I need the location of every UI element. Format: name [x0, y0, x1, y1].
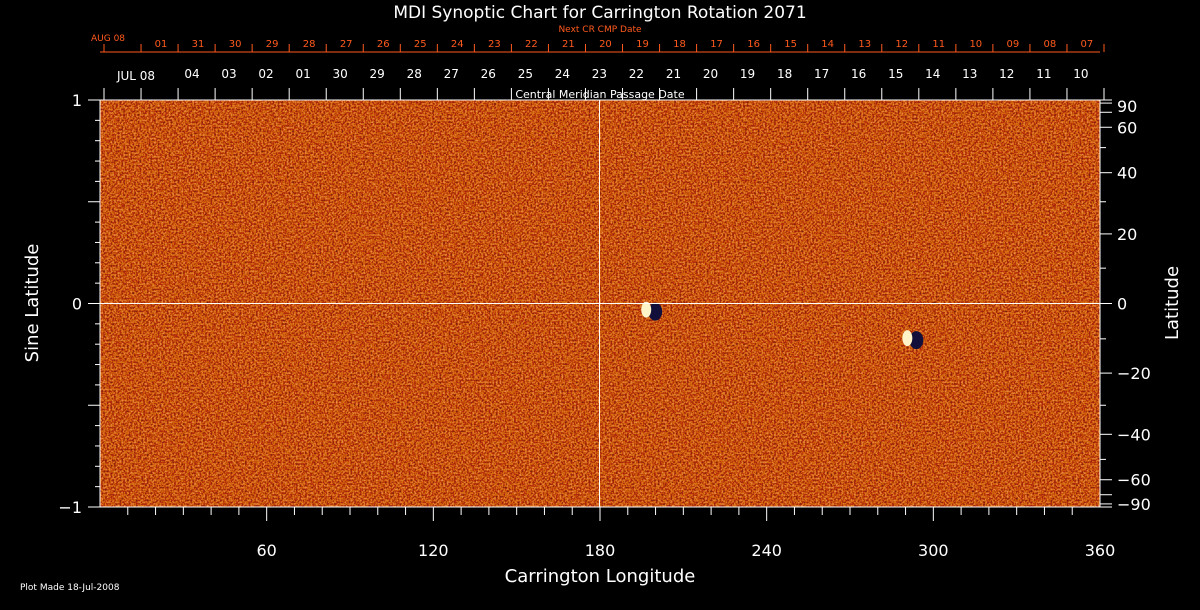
next-cr-date-label: 14	[821, 39, 834, 50]
footer-plot-made: Plot Made 18-Jul-2008	[20, 583, 120, 593]
top-date-label: 12	[999, 67, 1014, 81]
next-cr-date-label: 17	[710, 39, 723, 50]
y-right-tick-label: −20	[1117, 364, 1151, 383]
top-date-label: 15	[888, 67, 903, 81]
top-date-label: 25	[518, 67, 533, 81]
top-date-label: 24	[555, 67, 570, 81]
top-axis-label: Central Meridian Passage Date	[515, 88, 684, 101]
chart-title: MDI Synoptic Chart for Carrington Rotati…	[393, 3, 806, 23]
next-cr-date-label: 01	[155, 39, 168, 50]
top-date-label: 30	[333, 67, 348, 81]
y-right-tick-label: 0	[1117, 295, 1127, 314]
top-date-label: 22	[629, 67, 644, 81]
y-right-tick-label: −90	[1117, 495, 1151, 514]
top-date-label: 10	[1073, 67, 1088, 81]
y-right-tick-label: 90	[1117, 97, 1137, 116]
top-date-label: 11	[1036, 67, 1051, 81]
y-right-tick-label: 60	[1117, 118, 1137, 137]
top-date-label: 26	[481, 67, 496, 81]
top-date-label: 04	[184, 67, 199, 81]
next-cr-date-label: 07	[1081, 39, 1094, 50]
next-cr-date-label: 28	[303, 39, 316, 50]
next-cr-date-label: 18	[673, 39, 686, 50]
top-date-label: 17	[814, 67, 829, 81]
top-date-label: 28	[407, 67, 422, 81]
next-cr-date-label: 10	[969, 39, 982, 50]
x-tick-label: 120	[418, 541, 449, 560]
top-date-label: 16	[851, 67, 866, 81]
next-cr-date-label: 09	[1006, 39, 1019, 50]
next-cr-date-label: 22	[525, 39, 538, 50]
x-tick-label: 300	[918, 541, 949, 560]
next-cr-date-label: 15	[784, 39, 797, 50]
x-tick-label: 180	[585, 541, 616, 560]
next-cr-date-label: 13	[858, 39, 871, 50]
y-label-left: Sine Latitude	[22, 244, 43, 363]
y-right-tick-label: 20	[1117, 225, 1137, 244]
top-date-label: 27	[444, 67, 459, 81]
next-cr-month: AUG 08	[91, 34, 125, 44]
y-left-tick-label: 1	[72, 91, 82, 110]
x-axis-label: Carrington Longitude	[505, 566, 696, 587]
next-cr-date-label: 12	[895, 39, 908, 50]
y-left-tick-label: −1	[58, 498, 82, 517]
top-date-label: 03	[221, 67, 236, 81]
next-cr-date-label: 24	[451, 39, 464, 50]
x-tick-label: 60	[256, 541, 276, 560]
next-cr-date-label: 30	[229, 39, 242, 50]
next-cr-date-label: 16	[747, 39, 760, 50]
top-date-label: 13	[962, 67, 977, 81]
top-date-label: 23	[592, 67, 607, 81]
top-date-label: 20	[703, 67, 718, 81]
top-date-label: 18	[777, 67, 792, 81]
y-right-tick-label: −60	[1117, 471, 1151, 490]
next-cr-date-label: 20	[599, 39, 612, 50]
next-cr-date-label: 19	[636, 39, 649, 50]
y-right-tick-label: 40	[1117, 164, 1137, 183]
top-axis-month: JUL 08	[116, 69, 155, 83]
next-cr-date-label: 25	[414, 39, 427, 50]
next-cr-date-label: 31	[192, 39, 205, 50]
next-cr-label: Next CR CMP Date	[558, 25, 642, 35]
top-date-label: 21	[666, 67, 681, 81]
y-right-tick-label: −40	[1117, 425, 1151, 444]
y-label-right: Latitude	[1162, 266, 1183, 340]
top-date-label: 19	[740, 67, 755, 81]
y-left-tick-label: 0	[72, 295, 82, 314]
x-tick-label: 360	[1085, 541, 1116, 560]
next-cr-date-label: 11	[932, 39, 945, 50]
next-cr-date-label: 26	[377, 39, 390, 50]
next-cr-date-label: 23	[488, 39, 501, 50]
top-date-label: 14	[925, 67, 940, 81]
next-cr-date-label: 21	[562, 39, 575, 50]
x-tick-label: 240	[751, 541, 782, 560]
top-date-label: 02	[258, 67, 273, 81]
top-date-label: 29	[370, 67, 385, 81]
next-cr-date-label: 08	[1044, 39, 1057, 50]
top-date-label: 01	[295, 67, 310, 81]
next-cr-date-label: 29	[266, 39, 279, 50]
active-region-2	[902, 330, 924, 350]
active-region-1	[641, 301, 663, 321]
next-cr-date-label: 27	[340, 39, 353, 50]
